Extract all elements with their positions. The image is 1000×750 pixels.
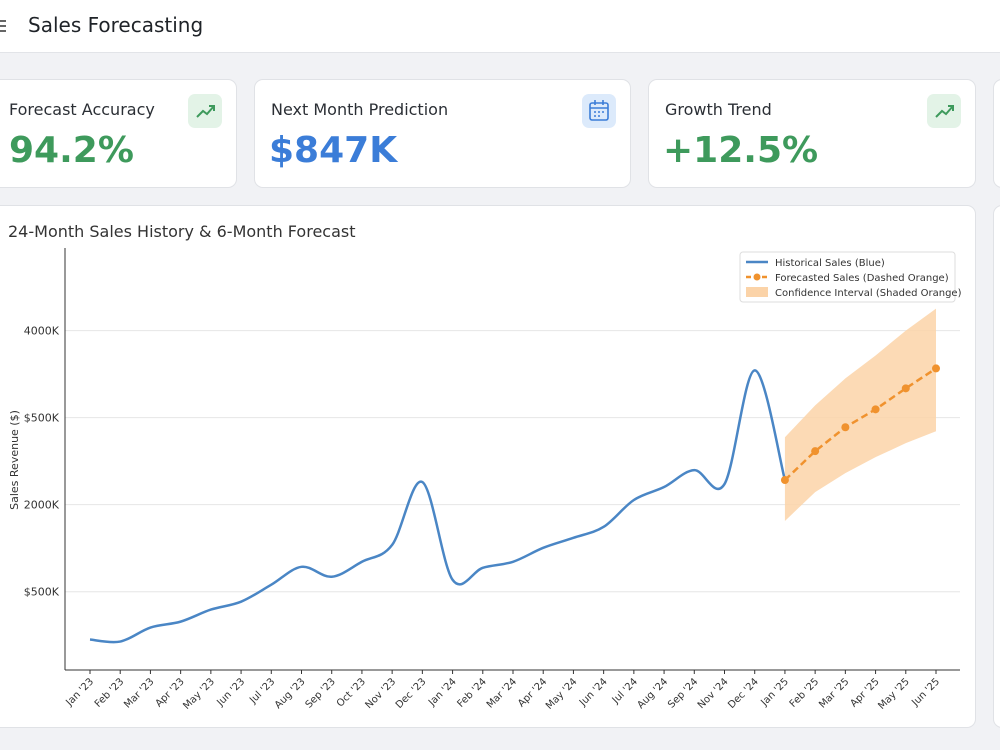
kpi-value: 94.2% [9,130,134,171]
x-tick-label: Mar '24 [485,676,519,710]
point [811,447,820,456]
point [932,364,940,373]
y-tick-label: 2000K [24,499,60,512]
point [780,476,789,485]
x-tick-label: Jun '24 [577,676,610,709]
legend-label: Confidence Interval (Shaded Orange) [775,288,962,299]
menu-icon[interactable] [0,18,10,34]
trend-icon [188,94,222,128]
x-tick-label: Sep '23 [304,676,338,710]
trend-icon [927,94,961,128]
x-tick-label: Jun '23 [214,676,247,709]
x-tick-label: Mar '25 [817,676,851,710]
x-tick-label: Aug '24 [635,676,670,711]
series-line [784,367,937,481]
x-tick-label: Nov '24 [696,676,731,711]
legend-box [739,251,956,303]
kpi-value: $847K [269,130,398,171]
x-tick-label: May '23 [181,676,217,712]
point [841,423,850,432]
x-tick-label: Nov '23 [363,676,398,711]
kpi-card: Growth Trend +12.5% [648,79,976,188]
x-tick-label: May '25 [876,676,912,712]
kpi-card: Forecast Accuracy 94.2% [0,79,237,188]
kpi-card: Next Month Prediction $847K [254,79,631,188]
chart-title: 24-Month Sales History & 6-Month Forecas… [8,222,356,241]
kpi-label: Forecast Accuracy [9,100,155,119]
y-tick-label: $500K [24,412,60,425]
x-tick-label: Sep '24 [666,676,700,710]
confidence-band [784,308,936,521]
x-tick-label: Jan '23 [64,676,97,709]
series-line [89,369,787,644]
x-tick-label: Oct '23 [335,676,368,709]
legend-label: Historical Sales (Blue) [775,258,885,269]
x-tick-label: Jan '24 [426,676,459,709]
x-tick-label: Dec '23 [394,676,429,711]
page-title: Sales Forecasting [28,13,204,37]
y-tick-label: 4000K [24,325,60,338]
x-tick-label: Aug '23 [273,676,308,711]
x-tick-label: Feb '25 [788,676,821,709]
y-axis-label: Sales Revenue ($) [8,410,21,510]
legend-label: Forecasted Sales (Dashed Orange) [775,273,949,284]
x-tick-label: Jun '25 [909,676,942,709]
kpi-label: Growth Trend [665,100,772,119]
point [901,384,910,393]
x-tick-label: Feb '23 [93,676,126,709]
kpi-value: +12.5% [663,130,819,171]
legend-swatch [753,273,761,281]
header: Sales Forecasting [0,0,1000,53]
kpi-label: Next Month Prediction [271,100,449,119]
x-tick-label: Jan '25 [758,676,791,709]
legend-swatch [746,287,768,297]
x-tick-label: Dec '24 [726,676,761,711]
point [871,405,880,414]
calendar-icon [582,94,616,128]
x-tick-label: Mar '23 [122,676,156,710]
y-tick-label: $500K [24,586,60,599]
x-tick-label: May '24 [544,676,580,712]
x-tick-label: Feb '24 [455,676,488,709]
